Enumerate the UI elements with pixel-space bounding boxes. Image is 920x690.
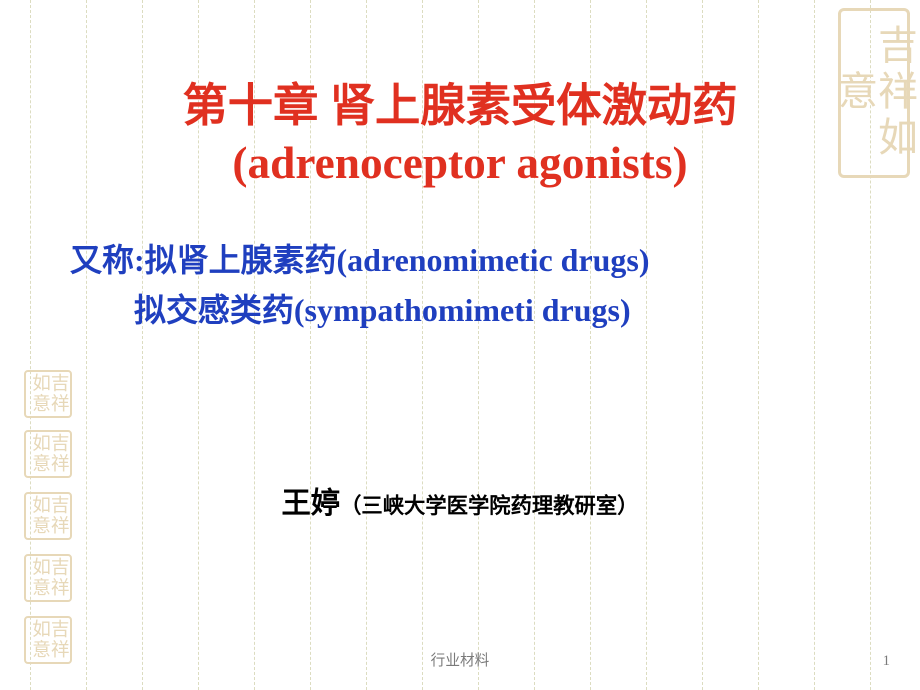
footer-text: 行业材料 xyxy=(0,649,920,670)
author-affiliation: （三峡大学医学院药理教研室） xyxy=(340,494,638,518)
seal-left: 吉祥如意 xyxy=(24,370,72,418)
seal-left: 吉祥如意 xyxy=(24,430,72,478)
seal-left: 吉祥如意 xyxy=(24,554,72,602)
author-line: 王婷（三峡大学医学院药理教研室） xyxy=(0,480,920,522)
author-name: 王婷 xyxy=(281,488,340,520)
slide-subtitle: 又称:拟肾上腺素药(adrenomimetic drugs) 拟交感类药(sym… xyxy=(70,236,650,335)
page-number: 1 xyxy=(883,653,890,670)
title-line-1: 第十章 肾上腺素受体激动药 xyxy=(0,78,920,135)
title-line-2: (adrenoceptor agonists) xyxy=(0,135,920,192)
slide-title: 第十章 肾上腺素受体激动药 (adrenoceptor agonists) xyxy=(0,78,920,191)
slide: 吉祥如意 吉祥如意吉祥如意吉祥如意吉祥如意吉祥如意 第十章 肾上腺素受体激动药 … xyxy=(0,0,920,690)
subtitle-line-1: 又称:拟肾上腺素药(adrenomimetic drugs) xyxy=(70,236,650,286)
subtitle-line-2: 拟交感类药(sympathomimeti drugs) xyxy=(70,286,650,336)
